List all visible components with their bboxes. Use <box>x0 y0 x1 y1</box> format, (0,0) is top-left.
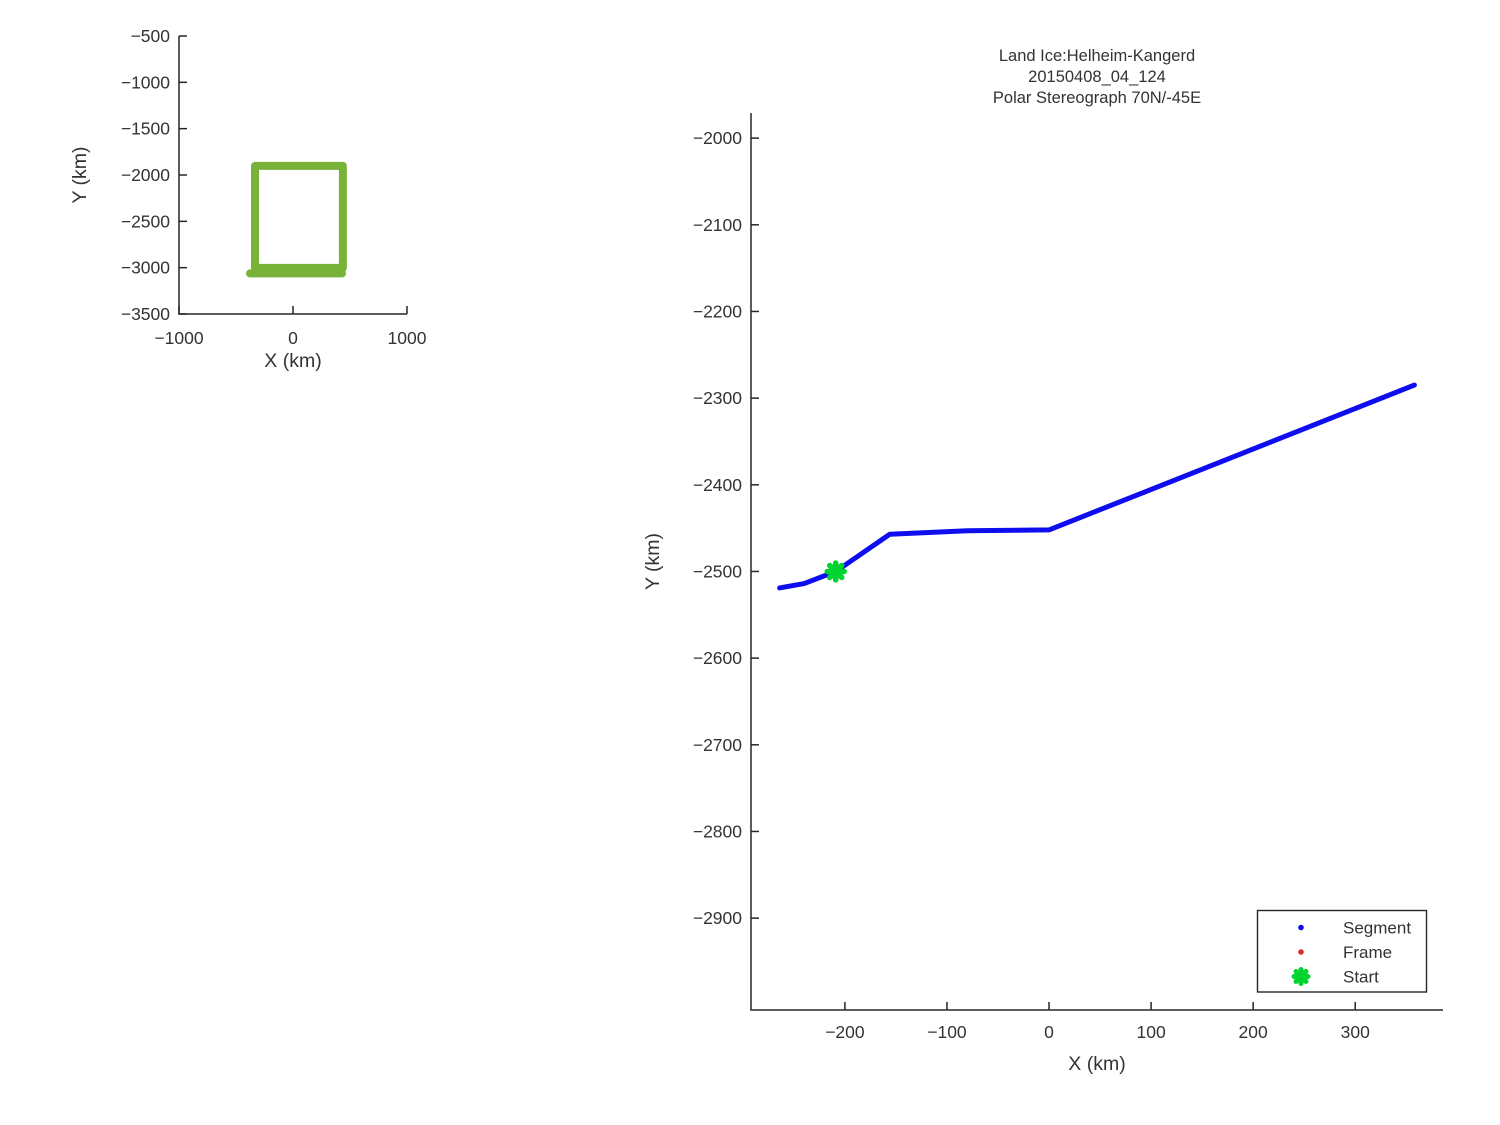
overview-plot: −500 −1000 −1500 −2000 −2500 −3000 −3500 −1000 0… <box>69 26 427 372</box>
y-tick-label: −2100 <box>693 215 742 235</box>
x-tick-label: 300 <box>1341 1022 1370 1042</box>
y-axis-label: Y (km) <box>642 533 664 590</box>
x-tick-label: −1000 <box>154 328 203 348</box>
y-tick-label: −1500 <box>121 119 170 139</box>
start-marker <box>824 560 847 583</box>
x-tick-label: 0 <box>288 328 298 348</box>
y-tick-label: −2600 <box>693 648 742 668</box>
y-tick-label: −3500 <box>121 304 170 324</box>
legend-label-start: Start <box>1343 968 1379 987</box>
legend-label-segment: Segment <box>1343 919 1411 938</box>
x-tick-label: 200 <box>1239 1022 1268 1042</box>
legend-box <box>1256 909 1428 993</box>
y-tick-label: −2500 <box>693 561 742 581</box>
y-tick-label: −2000 <box>693 128 742 148</box>
y-tick-label: −2500 <box>121 211 170 231</box>
y-axis-label: Y (km) <box>69 146 91 203</box>
track-plot: −2000−2100−2200−2300−2400−2500−2600−2700… <box>642 47 1443 1075</box>
legend: Segment Frame Start <box>1256 909 1428 993</box>
x-tick-label: −100 <box>927 1022 967 1042</box>
axes-spines <box>750 113 1443 1011</box>
plot-title-line: Land Ice:Helheim-Kangerd <box>999 47 1195 65</box>
y-tick-label: −2400 <box>693 475 742 495</box>
x-axis-label: X (km) <box>1068 1053 1125 1075</box>
x-tick-label: 0 <box>1044 1022 1054 1042</box>
y-tick-label: −500 <box>131 26 171 46</box>
series-coverage-box-outline <box>251 161 347 272</box>
x-tick-label: 100 <box>1136 1022 1165 1042</box>
y-tick-label: −2300 <box>693 388 742 408</box>
x-axis-label: X (km) <box>264 350 321 372</box>
y-tick-label: −2800 <box>693 821 742 841</box>
legend-label-frame: Frame <box>1343 943 1392 962</box>
x-tick-label: −200 <box>825 1022 865 1042</box>
y-tick-label: −2200 <box>693 301 742 321</box>
legend-swatch-frame-dot-icon <box>1298 949 1304 955</box>
y-tick-label: −2700 <box>693 735 742 755</box>
series-segment <box>777 382 1417 591</box>
plot-title-line: 20150408_04_124 <box>1028 68 1166 86</box>
y-tick-label: −1000 <box>121 72 170 92</box>
legend-swatch-start-asterisk-icon <box>1291 967 1311 986</box>
y-tick-label: −3000 <box>121 258 170 278</box>
y-tick-label: −2900 <box>693 908 742 928</box>
y-tick-label: −2000 <box>121 165 170 185</box>
legend-swatch-segment-dot-icon <box>1298 924 1304 931</box>
x-tick-label: 1000 <box>388 328 427 348</box>
asterisk-arm <box>1293 969 1309 984</box>
asterisk-arm <box>826 562 845 581</box>
plot-title-line: Polar Stereograph 70N/-45E <box>993 89 1201 107</box>
